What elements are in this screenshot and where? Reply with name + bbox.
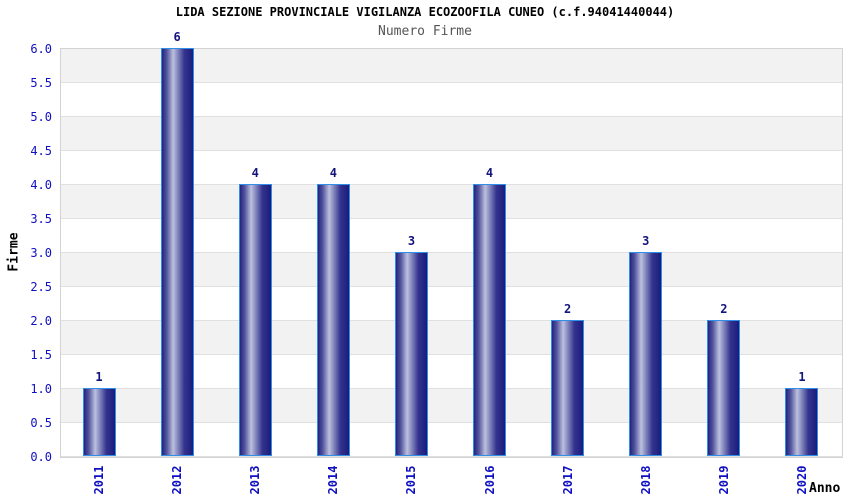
y-tick-label: 1.0: [30, 382, 52, 396]
bar-value-label: 4: [251, 166, 259, 180]
bar-2017: [551, 320, 585, 456]
x-tick-label: 2012: [170, 465, 185, 495]
y-tick-label: 1.5: [30, 348, 52, 362]
bar-value-label: 3: [407, 234, 416, 248]
x-tick-label: 2018: [638, 465, 653, 495]
bar-value-label: 6: [173, 30, 181, 44]
x-axis-label: Anno: [809, 481, 841, 496]
y-tick-label: 5.5: [30, 76, 52, 90]
x-tick-label: 2015: [404, 465, 419, 495]
bar-value-label: 3: [642, 234, 650, 248]
x-tick-label: 2013: [248, 465, 263, 495]
bar-2013: [238, 184, 272, 456]
bar-2015: [394, 252, 428, 456]
bar-value-label: 4: [329, 166, 337, 180]
y-tick-label: 3.5: [30, 212, 52, 226]
bar-value-label: 2: [720, 302, 728, 316]
y-tick-label: 5.0: [30, 110, 52, 124]
y-tick-label: 6.0: [30, 42, 52, 56]
bar-2019: [707, 320, 741, 456]
x-tick-label: 2020: [794, 465, 809, 495]
x-tick-label: 2016: [482, 465, 497, 495]
x-tick-label: 2017: [560, 465, 575, 495]
y-tick-label: 0.5: [30, 416, 52, 430]
chart-title: LIDA SEZIONE PROVINCIALE VIGILANZA ECOZO…: [175, 5, 675, 19]
bar-2011: [82, 388, 116, 456]
x-tick-label: 2019: [716, 465, 731, 495]
y-tick-label: 3.0: [30, 246, 52, 260]
bar-2020: [785, 388, 819, 456]
y-tick-label: 2.5: [30, 280, 52, 294]
x-tick-label: 2014: [326, 465, 341, 495]
bar-2012: [160, 48, 194, 456]
y-tick-label: 2.0: [30, 314, 52, 328]
y-axis-label: Firme: [6, 232, 22, 272]
bar-2018: [629, 252, 663, 456]
chart-subtitle: Numero Firme: [378, 24, 472, 39]
y-tick-label: 4.5: [30, 144, 52, 158]
bar-value-label: 1: [95, 370, 103, 384]
y-tick-label: 4.0: [30, 178, 52, 192]
bar-2016: [473, 184, 507, 456]
bar-value-label: 1: [798, 370, 806, 384]
bar-2014: [316, 184, 350, 456]
bar-value-label: 2: [564, 302, 572, 316]
x-tick-label: 2011: [92, 465, 107, 495]
bar-value-label: 4: [485, 166, 494, 180]
y-tick-label: 0.0: [30, 450, 52, 464]
